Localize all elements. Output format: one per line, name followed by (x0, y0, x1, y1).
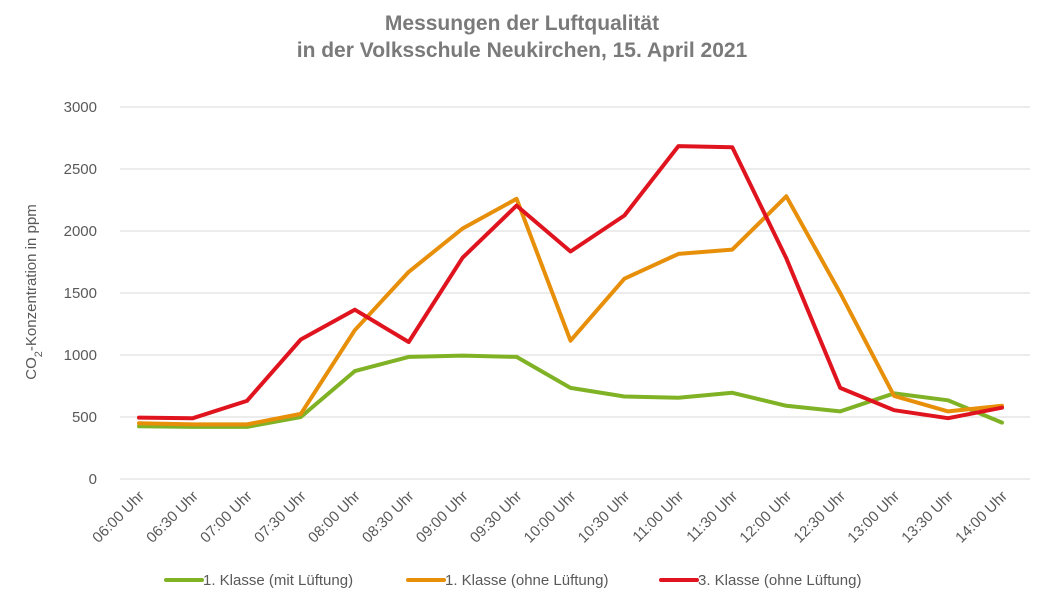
series-line-1 (137, 353, 1004, 429)
series-lines (137, 144, 1004, 429)
x-tick-label: 08:30 Uhr (359, 488, 418, 547)
x-tick-label: 13:00 Uhr (844, 488, 903, 547)
y-tick-label: 500 (72, 409, 97, 426)
x-tick-label: 13:30 Uhr (898, 488, 957, 547)
chart-title-line-1: Messungen der Luftqualität (385, 12, 659, 35)
y-tick-label: 2500 (64, 161, 97, 178)
y-tick-label: 0 (89, 471, 97, 488)
x-tick-label: 14:00 Uhr (952, 488, 1011, 547)
x-tick-label: 11:00 Uhr (629, 488, 687, 546)
x-tick-label: 11:30 Uhr (683, 488, 741, 546)
x-tick-label: 10:30 Uhr (575, 488, 634, 547)
chart-title-line-2: in der Volksschule Neukirchen, 15. April… (297, 39, 748, 62)
series-line-2 (137, 194, 1004, 427)
y-tick-label: 2000 (64, 223, 97, 240)
x-tick-label: 07:00 Uhr (197, 488, 256, 547)
x-tick-label: 12:30 Uhr (790, 488, 849, 547)
legend-label-2: 1. Klasse (ohne Lüftung) (445, 572, 608, 589)
legend-label-3: 3. Klasse (ohne Lüftung) (698, 572, 861, 589)
x-tick-label: 09:00 Uhr (413, 488, 472, 547)
x-tick-label: 10:00 Uhr (521, 488, 580, 547)
y-tick-label: 1000 (64, 347, 97, 364)
x-tick-label: 08:00 Uhr (305, 488, 364, 547)
x-tick-label: 06:30 Uhr (143, 488, 202, 547)
y-tick-labels: 0 500 1000 1500 2000 2500 3000 (64, 99, 97, 488)
legend-label-1: 1. Klasse (mit Lüftung) (203, 572, 353, 589)
gridlines (120, 106, 1030, 480)
x-tick-label: 06:00 Uhr (89, 488, 148, 547)
x-tick-label: 12:00 Uhr (736, 488, 795, 547)
y-axis-label: CO2-Konzentration in ppm (23, 204, 45, 379)
y-tick-label: 3000 (64, 99, 97, 116)
series-line-3 (137, 144, 1004, 421)
x-tick-label: 07:30 Uhr (251, 488, 310, 547)
y-tick-label: 1500 (64, 285, 97, 302)
legend: 1. Klasse (mit Lüftung) 1. Klasse (ohne L… (164, 572, 861, 589)
x-tick-label: 09:30 Uhr (467, 488, 526, 547)
